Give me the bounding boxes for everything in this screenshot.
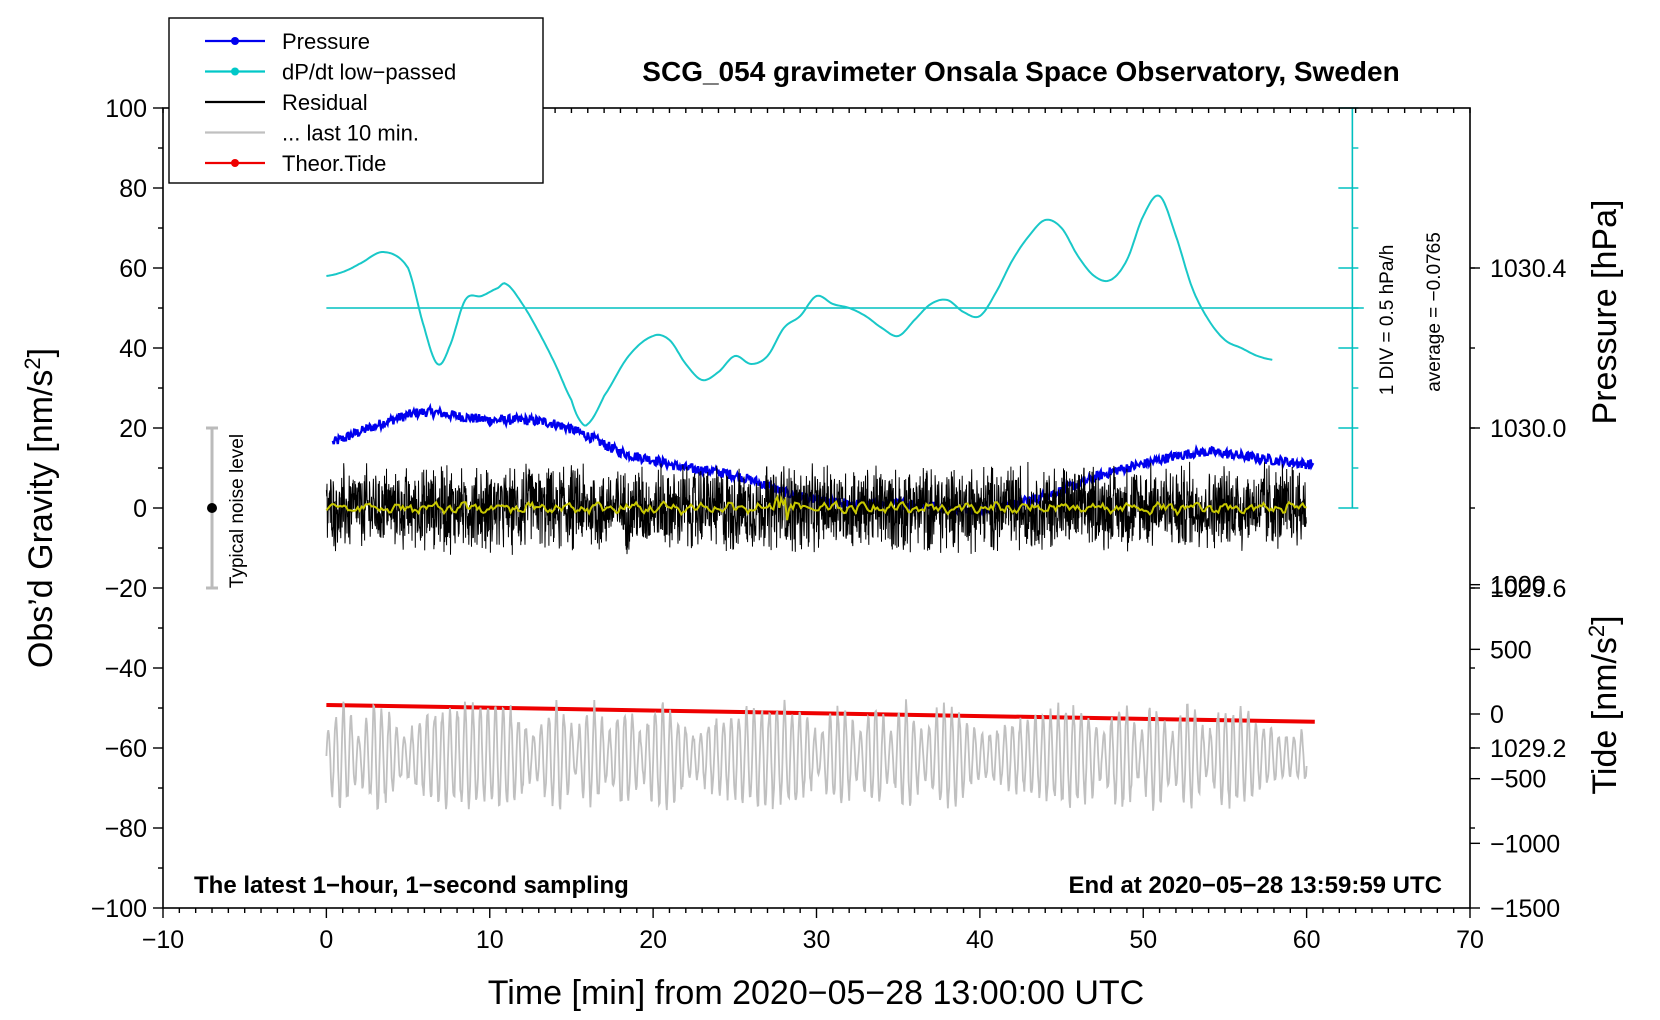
legend-label: Pressure [282, 29, 370, 54]
pressure-tick-label: 1030.0 [1490, 415, 1566, 443]
y-tick-label: 60 [119, 255, 147, 283]
y-tick-label: −60 [105, 735, 147, 763]
legend-marker [231, 37, 239, 45]
tide-tick-label: −1000 [1490, 830, 1560, 858]
last-10-min-series-line [325, 699, 1308, 811]
y-axis-label-left: Obs’d Gravity [nm/s2] [20, 348, 61, 668]
legend: Pressure dP/dt low−passed Residual ... last… [168, 17, 544, 184]
pressure-tick-label: 1029.2 [1490, 735, 1566, 763]
y-tick-label: 80 [119, 175, 147, 203]
y-tick-label: 40 [119, 335, 147, 363]
x-tick-label: 30 [803, 926, 831, 954]
y-tick-label: −20 [105, 575, 147, 603]
x-tick-label: −10 [142, 926, 184, 954]
residual-series-line [325, 461, 1307, 555]
x-tick-label: 10 [476, 926, 504, 954]
legend-label: Theor.Tide [282, 151, 386, 176]
tide-tick-label: 500 [1490, 636, 1532, 664]
axis-ticks: −10 0 10 20 30 40 50 60 70−100−80−60−40−20020406… [91, 95, 1567, 954]
chart-title: SCG_054 gravimeter Onsala Space Observat… [642, 56, 1399, 87]
y-tick-label: −100 [91, 895, 147, 923]
noise-level-label: Typical noise level [227, 434, 248, 588]
legend-label: Residual [282, 90, 368, 115]
tide-series-line [326, 702, 1315, 724]
dpdt-series-line [326, 194, 1273, 427]
x-tick-label: 20 [639, 926, 667, 954]
residual-smoothed-line [325, 493, 1307, 521]
tide-tick-label: 1000 [1490, 572, 1546, 600]
tide-tick-label: −1500 [1490, 895, 1560, 923]
x-tick-label: 70 [1456, 926, 1484, 954]
legend-label: dP/dt low−passed [282, 60, 456, 85]
average-annotation: average = −0.0765 [1424, 232, 1445, 392]
x-tick-label: 50 [1129, 926, 1157, 954]
x-tick-label: 0 [319, 926, 333, 954]
y-tick-label: 20 [119, 415, 147, 443]
legend-marker [231, 67, 239, 76]
series-layer [206, 107, 1364, 811]
y-tick-label: 100 [105, 95, 147, 123]
y-tick-label: 0 [133, 495, 147, 523]
legend-label: ... last 10 min. [282, 121, 419, 146]
x-axis-label: Time [min] from 2020−05−28 13:00:00 UTC [488, 974, 1144, 1012]
pressure-tick-label: 1029.6 [1490, 575, 1566, 603]
noise-bar-center [207, 503, 218, 513]
legend-box [168, 17, 544, 184]
x-tick-label: 40 [966, 926, 994, 954]
footer-right: End at 2020−05−28 13:59:59 UTC [1068, 872, 1442, 899]
y-tick-label: −80 [105, 815, 147, 843]
x-tick-label: 60 [1293, 926, 1321, 954]
tide-tick-label: 0 [1490, 701, 1504, 729]
pressure-tick-label: 1030.4 [1490, 255, 1567, 283]
legend-marker [231, 159, 239, 167]
y-axis-label-pressure: Pressure [hPa] [1586, 200, 1624, 425]
y-axis-label-tide: Tide [nm/s2] [1584, 615, 1625, 794]
tide-tick-label: −500 [1490, 766, 1546, 794]
footer-left: The latest 1−hour, 1−second sampling [194, 872, 629, 899]
y-tick-label: −40 [105, 655, 147, 683]
div-annotation: 1 DIV = 0.5 hPa/h [1377, 245, 1398, 396]
